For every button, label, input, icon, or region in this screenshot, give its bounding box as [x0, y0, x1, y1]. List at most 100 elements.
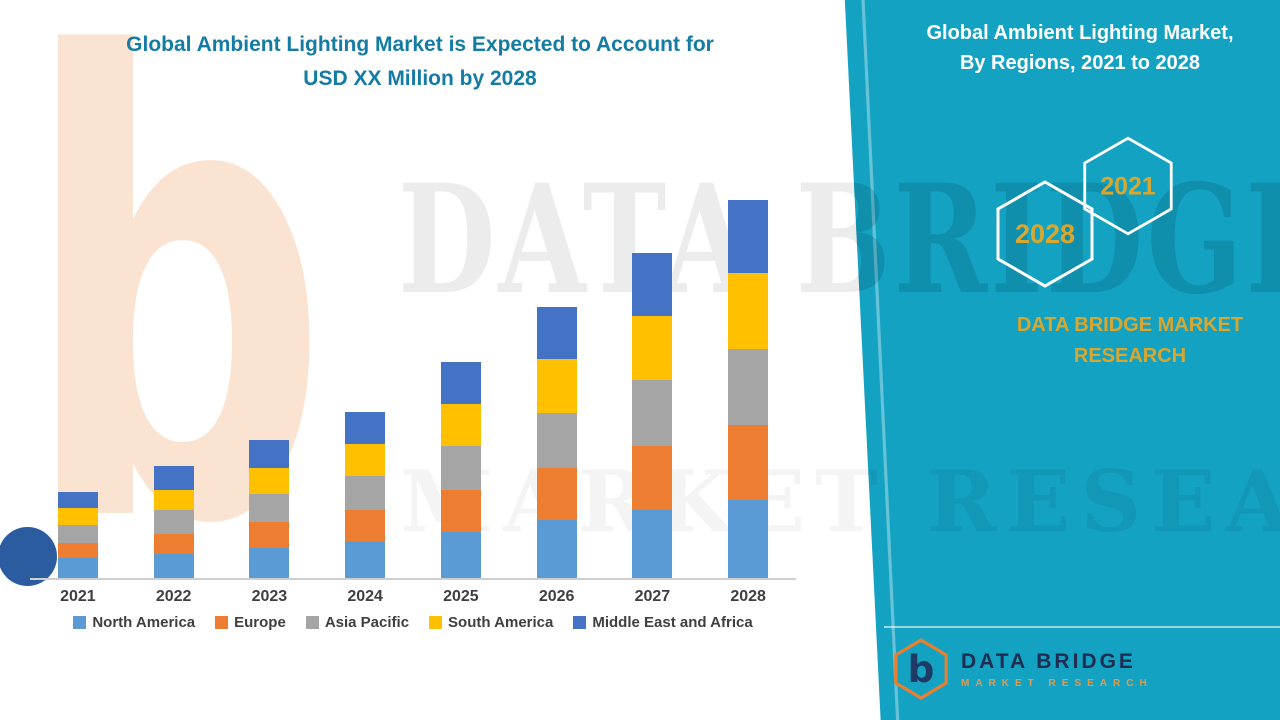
stacked-bar [345, 412, 386, 578]
bar-segment-south-america [345, 444, 386, 476]
stacked-bar [632, 253, 673, 578]
data-bridge-logo-icon: b [894, 638, 948, 700]
bar-segment-europe [728, 425, 769, 500]
x-axis-label: 2024 [347, 588, 383, 605]
bar-column-2022 [126, 466, 222, 578]
bar-segment-asia-pacific [249, 494, 290, 522]
bar-column-2024 [317, 412, 413, 578]
bar-segment-europe [57, 543, 98, 558]
bar-column-2021 [30, 492, 126, 578]
logo-monogram: b [908, 647, 935, 691]
stacked-bar [440, 362, 481, 578]
stacked-bar [153, 466, 194, 578]
legend-item: Asia Pacific [305, 614, 410, 631]
bar-segment-south-america [249, 468, 290, 494]
legend-swatch [429, 616, 443, 629]
bar-segment-south-america [632, 316, 673, 380]
bar-segment-north-america [153, 554, 194, 578]
bar-segment-asia-pacific [153, 510, 194, 534]
side-heading-line2: By Regions, 2021 to 2028 [959, 52, 1201, 74]
legend-item: Europe [215, 614, 286, 631]
brand-line2: RESEARCH [1073, 345, 1187, 367]
bar-segment-south-america [728, 273, 769, 349]
bar-segment-asia-pacific [440, 446, 481, 490]
stacked-bar-chart: 2021 2022 2023 2024 2025 2026 2027 2028 North A… [30, 198, 796, 631]
stacked-bar [249, 440, 290, 578]
brand-text: DATA BRIDGE MARKET RESEARCH [985, 310, 1275, 372]
x-axis-labels: 2021 2022 2023 2024 2025 2026 2027 2028 [30, 588, 796, 606]
legend-label: South America [448, 614, 554, 631]
background-blue-circle [0, 527, 57, 586]
stacked-bar [728, 200, 769, 578]
bar-column-2028 [700, 200, 796, 578]
x-axis-label: 2021 [60, 588, 96, 605]
bar-segment-north-america [440, 532, 481, 578]
bar-segment-middle-east-and-africa [153, 466, 194, 490]
bar-segment-asia-pacific [536, 413, 577, 468]
bar-segment-middle-east-and-africa [345, 412, 386, 444]
badge-2021-hexagon: 2021 [1083, 136, 1173, 236]
bar-column-2023 [222, 440, 318, 578]
side-panel-heading: Global Ambient Lighting Market, By Regio… [888, 18, 1272, 78]
legend-swatch [305, 616, 319, 629]
chart-title-line2: USD XX Million by 2028 [303, 67, 537, 90]
bar-segment-middle-east-and-africa [249, 440, 290, 468]
hexagon-outline [1083, 136, 1173, 236]
logo-subtitle: MARKET RESEARCH [961, 677, 1153, 689]
legend-label: Europe [234, 614, 286, 631]
bar-segment-middle-east-and-africa [728, 200, 769, 273]
bar-column-2027 [605, 253, 701, 578]
bars-row [30, 198, 796, 580]
legend-swatch [73, 616, 87, 629]
bar-segment-middle-east-and-africa [632, 253, 673, 316]
bar-segment-north-america [345, 542, 386, 578]
bar-segment-south-america [536, 359, 577, 413]
bar-column-2025 [413, 362, 509, 578]
x-axis-label: 2026 [538, 588, 575, 605]
badge-2028-label: 2028 [1015, 219, 1075, 249]
bar-segment-europe [536, 468, 577, 520]
stacked-bar [536, 307, 577, 578]
legend-item: Middle East and Africa [573, 614, 753, 631]
bar-segment-south-america [153, 490, 194, 510]
bar-segment-asia-pacific [728, 349, 769, 425]
x-axis-label: 2028 [730, 588, 766, 605]
x-axis-label: 2022 [155, 588, 192, 605]
stacked-bar [57, 492, 98, 578]
bar-segment-north-america [632, 510, 673, 578]
x-axis-label: 2025 [443, 588, 479, 605]
bar-segment-europe [632, 446, 673, 510]
bar-segment-south-america [440, 404, 481, 446]
bar-segment-asia-pacific [632, 380, 673, 446]
badge-2028-hexagon: 2028 [996, 180, 1094, 288]
logo-text: DATA BRIDGE MARKET RESEARCH [961, 650, 1153, 689]
logo-name: DATA BRIDGE [961, 649, 1136, 673]
legend-item: South America [429, 614, 553, 631]
bar-column-2026 [509, 307, 605, 578]
bar-segment-asia-pacific [345, 476, 386, 510]
legend-label: North America [92, 614, 196, 631]
bar-segment-europe [440, 490, 481, 532]
bar-segment-north-america [536, 520, 577, 578]
bar-segment-south-america [57, 508, 98, 525]
legend-label: Asia Pacific [324, 614, 410, 631]
bar-segment-europe [249, 522, 290, 548]
side-heading-line1: Global Ambient Lighting Market, [926, 22, 1234, 44]
bar-segment-north-america [57, 558, 98, 578]
badge-2021-label: 2021 [1100, 173, 1155, 200]
legend-item: North America [73, 614, 195, 631]
chart-title: Global Ambient Lighting Market is Expect… [40, 28, 800, 96]
footer-logo: b DATA BRIDGE MARKET RESEARCH [893, 638, 1153, 700]
x-axis-label: 2023 [251, 588, 288, 605]
panel-divider-line [884, 626, 1280, 628]
bar-segment-north-america [249, 548, 290, 578]
bar-segment-north-america [728, 500, 769, 578]
chart-title-line1: Global Ambient Lighting Market is Expect… [126, 33, 714, 56]
bar-segment-asia-pacific [57, 525, 98, 543]
bar-segment-middle-east-and-africa [57, 492, 98, 508]
logo-hexagon-outline [894, 638, 948, 700]
x-axis-label: 2027 [634, 588, 671, 605]
legend-swatch [573, 616, 587, 629]
